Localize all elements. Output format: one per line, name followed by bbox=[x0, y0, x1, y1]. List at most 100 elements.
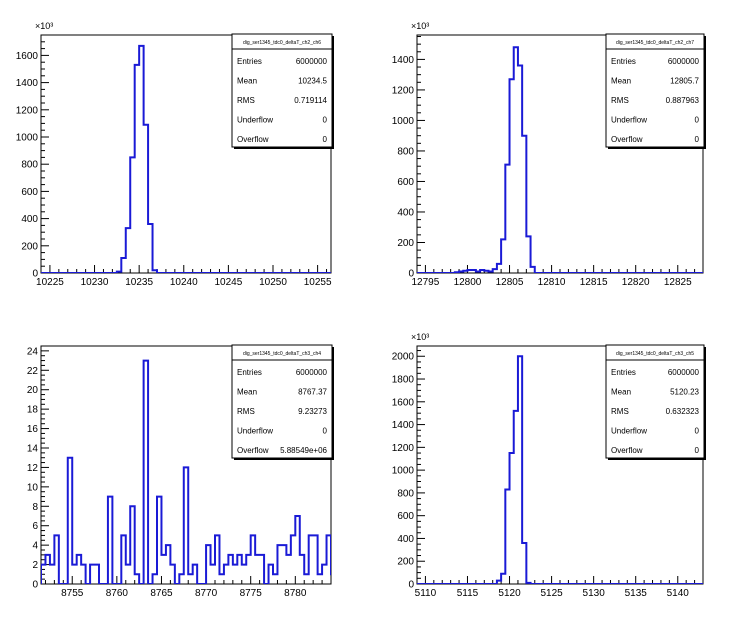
y-tick-label: 4 bbox=[32, 541, 38, 552]
y-exponent-label: ×10³ bbox=[35, 21, 53, 31]
y-tick-label: 1800 bbox=[392, 375, 415, 386]
stats-label: Underflow bbox=[237, 116, 273, 125]
stats-label: Entries bbox=[237, 368, 262, 377]
y-tick-label: 200 bbox=[397, 557, 414, 568]
histogram-bin bbox=[505, 165, 509, 273]
histogram-bin bbox=[300, 555, 304, 584]
stats-box bbox=[605, 33, 705, 148]
stats-label: Overflow bbox=[237, 446, 269, 455]
histogram-bin bbox=[459, 271, 463, 273]
y-tick-label: 200 bbox=[397, 238, 414, 249]
stats-title: dig_ser1345_tdc0_deltaT_ch3_ch4 bbox=[243, 351, 321, 357]
histogram-bin bbox=[522, 136, 526, 273]
y-tick-label: 400 bbox=[397, 207, 414, 218]
y-tick-label: 2000 bbox=[392, 352, 415, 363]
histogram-series bbox=[417, 46, 703, 273]
x-tick-label: 5130 bbox=[583, 588, 606, 599]
y-tick-label: 0 bbox=[408, 580, 414, 591]
histogram-bin bbox=[95, 565, 99, 584]
histogram-bin bbox=[497, 264, 501, 273]
x-tick-label: 8755 bbox=[61, 588, 84, 599]
stats-value: 5.88549e+06 bbox=[280, 446, 327, 455]
x-tick-label: 10255 bbox=[304, 277, 332, 288]
y-exponent-label: ×10³ bbox=[411, 332, 429, 342]
stats-value: 0 bbox=[695, 427, 700, 436]
stats-label: Mean bbox=[611, 388, 631, 397]
stats-value: 0 bbox=[695, 135, 700, 144]
y-tick-label: 1200 bbox=[392, 85, 415, 96]
stats-label: Underflow bbox=[237, 427, 273, 436]
histogram-bin bbox=[179, 574, 183, 584]
histogram-series bbox=[417, 355, 703, 584]
y-tick-label: 1600 bbox=[16, 51, 39, 62]
stats-label: Entries bbox=[237, 57, 262, 66]
x-tick-label: 8765 bbox=[150, 588, 173, 599]
histogram-bin bbox=[510, 79, 514, 273]
histogram-series bbox=[41, 44, 331, 273]
y-tick-label: 8 bbox=[32, 502, 38, 513]
histogram-bin bbox=[166, 545, 170, 584]
stats-label: RMS bbox=[237, 96, 255, 105]
histogram-bin bbox=[522, 543, 526, 584]
y-tick-label: 1400 bbox=[392, 55, 415, 66]
x-tick-label: 10245 bbox=[214, 277, 242, 288]
stats-label: Underflow bbox=[611, 116, 647, 125]
histogram-panel-1: 10225 10230 10235 10240 10245 10250 10255 0 200 4… bbox=[16, 21, 334, 288]
histogram-bin bbox=[215, 535, 219, 584]
y-tick-label: 800 bbox=[397, 146, 414, 157]
stats-value: 6000000 bbox=[296, 368, 328, 377]
histogram-bin bbox=[170, 565, 174, 584]
histogram-bin bbox=[484, 271, 488, 273]
histogram-bin bbox=[518, 66, 522, 273]
y-exponent-label: ×10³ bbox=[411, 21, 429, 31]
stats-box bbox=[231, 344, 333, 459]
stats-label: Underflow bbox=[611, 427, 647, 436]
histogram-bin bbox=[90, 565, 94, 584]
stats-value: 0 bbox=[323, 427, 328, 436]
histogram-bin bbox=[161, 555, 165, 584]
histogram-bin bbox=[313, 535, 317, 584]
histogram-bin bbox=[269, 565, 273, 584]
y-tick-label: 1200 bbox=[16, 105, 39, 116]
x-tick-label: 8770 bbox=[195, 588, 218, 599]
x-tick-label: 5135 bbox=[625, 588, 648, 599]
y-tick-label: 20 bbox=[27, 385, 39, 396]
y-tick-label: 18 bbox=[27, 405, 39, 416]
y-tick-label: 600 bbox=[397, 177, 414, 188]
histogram-bin bbox=[505, 489, 509, 584]
stats-value: 8767.37 bbox=[298, 388, 327, 397]
histogram-bin bbox=[72, 565, 76, 584]
stats-value: 10234.5 bbox=[298, 77, 327, 86]
stats-label: Mean bbox=[237, 77, 257, 86]
stats-value: 0 bbox=[323, 135, 328, 144]
histogram-bin bbox=[153, 574, 157, 584]
histogram-bin bbox=[148, 224, 152, 273]
y-tick-label: 1000 bbox=[392, 116, 415, 127]
x-tick-label: 10225 bbox=[36, 277, 64, 288]
histogram-bin bbox=[493, 269, 497, 273]
histogram-bin bbox=[117, 272, 121, 273]
x-tick-label: 12805 bbox=[496, 277, 524, 288]
stats-label: Overflow bbox=[237, 135, 269, 144]
x-tick-label: 5140 bbox=[667, 588, 690, 599]
stats-box bbox=[605, 344, 705, 459]
histogram-bin bbox=[251, 535, 255, 584]
histogram-bin bbox=[233, 565, 237, 584]
stats-label: Mean bbox=[237, 388, 257, 397]
histogram-bin bbox=[463, 271, 467, 273]
stats-value: 0 bbox=[695, 446, 700, 455]
stats-value: 6000000 bbox=[668, 368, 700, 377]
histogram-bin bbox=[514, 47, 518, 273]
y-tick-label: 600 bbox=[21, 187, 38, 198]
stats-title: dig_ser1345_tdc0_deltaT_ch2_ch6 bbox=[243, 40, 321, 46]
histogram-bin bbox=[514, 411, 518, 584]
y-tick-label: 800 bbox=[397, 488, 414, 499]
histogram-bin bbox=[282, 545, 286, 584]
histogram-bin bbox=[291, 535, 295, 584]
histogram-bin bbox=[242, 565, 246, 584]
stats-value: 0.887963 bbox=[666, 96, 700, 105]
histogram-bin bbox=[184, 467, 188, 584]
histogram-series bbox=[41, 359, 331, 584]
histogram-bin bbox=[497, 581, 501, 584]
